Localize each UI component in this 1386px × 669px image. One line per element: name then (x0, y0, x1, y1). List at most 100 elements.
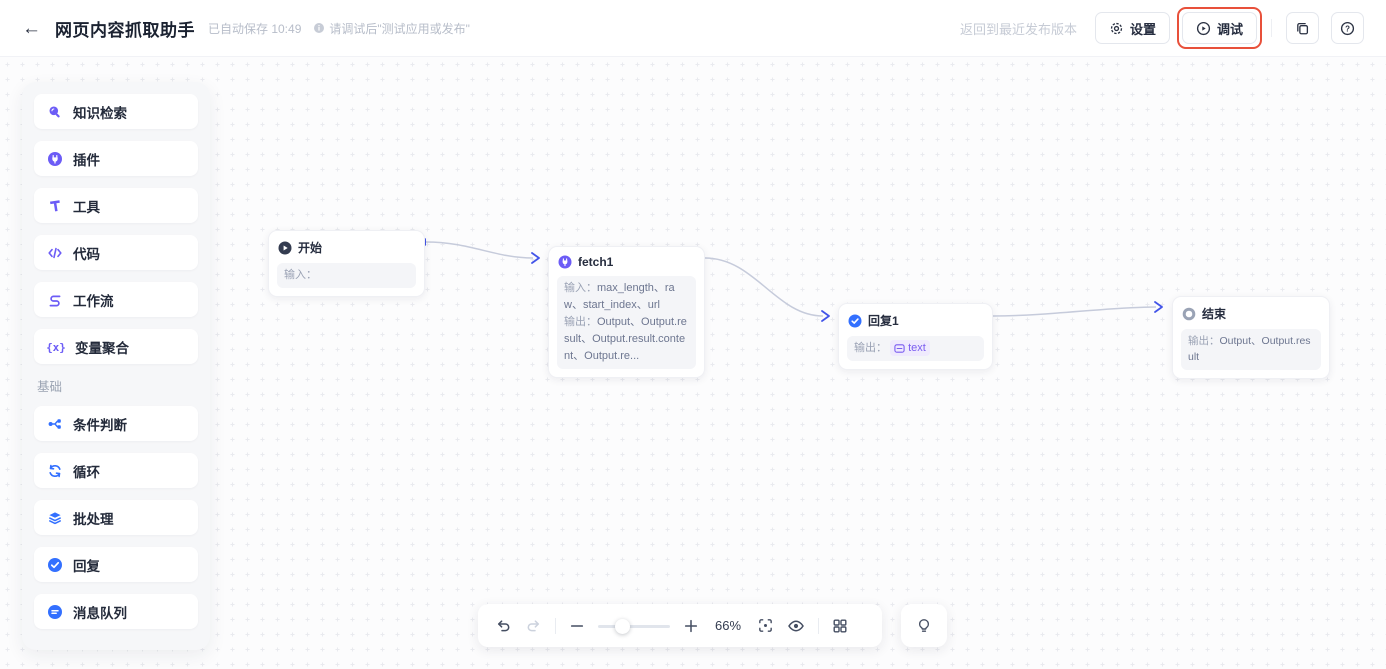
palette-item-queue[interactable]: 消息队列 (34, 594, 198, 629)
zoom-slider[interactable] (598, 618, 670, 634)
plugin-icon (48, 151, 62, 166)
variable-chip[interactable]: text (890, 340, 930, 357)
zoom-in-button[interactable] (683, 618, 699, 634)
palette-item-condition[interactable]: 条件判断 (34, 406, 198, 441)
palette-item-batch[interactable]: 批处理 (34, 500, 198, 535)
palette-label: 循环 (73, 464, 100, 480)
zoom-out-button[interactable] (569, 618, 585, 634)
copy-button[interactable] (1286, 12, 1319, 44)
grid-icon (833, 619, 847, 633)
node-end[interactable]: 结束 输出：Output、Output.result (1172, 296, 1330, 379)
svg-text:{x}: {x} (47, 341, 65, 354)
node-start[interactable]: 开始 输入： (268, 230, 425, 298)
node-io-label: 输入： (564, 282, 597, 294)
batch-icon (49, 511, 61, 524)
canvas-toolbar: 66% (478, 604, 882, 647)
zoom-slider-track (598, 624, 670, 628)
back-arrow-icon[interactable]: ← (22, 17, 41, 39)
settings-button[interactable]: 设置 (1094, 12, 1170, 44)
node-title: 开始 (298, 241, 323, 255)
header: ← 网页内容抓取助手 已自动保存 10:49 请调试后"测试应用或发布" 返回到… (0, 0, 1386, 57)
palette-item-tool[interactable]: 工具 (34, 188, 198, 223)
play-circle-icon (1196, 21, 1211, 35)
help-button[interactable]: ? (1331, 12, 1364, 44)
reply-icon (48, 557, 62, 572)
redo-button[interactable] (525, 617, 542, 634)
chip-label: text (908, 341, 926, 354)
palette-group-label: 基础 (37, 380, 63, 394)
node-reply1[interactable]: 回复1 输出： text (838, 303, 993, 371)
header-divider (1271, 19, 1272, 37)
svg-text:?: ? (1345, 24, 1350, 33)
node-fetch1[interactable]: fetch1 输入：max_length、raw、start_index、url… (548, 246, 705, 379)
condition-icon (48, 418, 61, 429)
page-title: 网页内容抓取助手 (55, 20, 195, 40)
debug-label: 调试 (1216, 21, 1243, 37)
text-field-icon (894, 343, 905, 353)
palette-label: 回复 (73, 558, 100, 574)
node-output-row: 输出：Output、Output.result、Output.result.co… (564, 314, 689, 365)
node-palette: 知识检索 插件 工具 代码 工作流 {x} 变量聚合 基础 条件判断 循 (22, 82, 210, 650)
debug-hint: 请调试后"测试应用或发布" (329, 21, 470, 36)
zoom-slider-knob[interactable] (615, 618, 630, 634)
lightbulb-icon (918, 618, 930, 632)
palette-item-reply[interactable]: 回复 (34, 547, 198, 582)
help-icon: ? (1340, 21, 1355, 35)
node-io-value: max_length、raw、start_index、url (564, 282, 675, 312)
node-io-value: Output、Output.result、Output.result.conte… (564, 316, 687, 363)
undo-button[interactable] (495, 617, 512, 634)
palette-item-code[interactable]: 代码 (34, 235, 198, 270)
palette-label: 工作流 (73, 293, 114, 309)
palette-item-variable[interactable]: {x} 变量聚合 (34, 329, 198, 364)
start-icon (278, 241, 292, 254)
fit-view-button[interactable] (757, 617, 774, 634)
eye-icon (788, 619, 804, 632)
redo-icon (527, 620, 540, 632)
return-to-published-link[interactable]: 返回到最近发布版本 (959, 21, 1077, 37)
palette-label: 批处理 (73, 511, 114, 527)
gear-icon (1110, 22, 1123, 34)
palette-label: 条件判断 (73, 417, 127, 433)
node-title: 回复1 (868, 314, 899, 328)
node-io-label: 输出： (564, 316, 597, 329)
undo-icon (497, 620, 510, 632)
info-icon (314, 23, 325, 33)
layout-button[interactable] (832, 618, 848, 634)
palette-item-loop[interactable]: 循环 (34, 453, 198, 488)
copy-icon (1297, 22, 1309, 34)
palette-label: 变量聚合 (75, 340, 129, 356)
palette-item-plugin[interactable]: 插件 (34, 141, 198, 176)
palette-label: 代码 (73, 246, 100, 262)
node-io-label: 输出： (1188, 335, 1220, 347)
node-title: fetch1 (578, 255, 614, 269)
node-io-label: 输出： (854, 342, 887, 354)
zoom-percentage[interactable]: 66% (714, 618, 742, 633)
toolbar-divider (555, 617, 556, 634)
minus-icon (570, 624, 584, 627)
settings-label: 设置 (1129, 21, 1156, 37)
palette-label: 工具 (73, 199, 100, 215)
debug-button[interactable]: 调试 (1181, 12, 1257, 44)
end-icon (1182, 307, 1196, 320)
workflow-canvas[interactable]: 知识检索 插件 工具 代码 工作流 {x} 变量聚合 基础 条件判断 循 (0, 57, 1386, 669)
plus-icon (684, 619, 698, 632)
tool-icon (50, 199, 60, 211)
palette-label: 插件 (73, 152, 100, 168)
tips-button[interactable] (901, 604, 947, 647)
node-input-row: 输入：max_length、raw、start_index、url (564, 280, 689, 314)
palette-label: 消息队列 (73, 605, 127, 621)
fit-screen-icon (759, 619, 772, 632)
palette-item-workflow[interactable]: 工作流 (34, 282, 198, 317)
code-icon (48, 247, 62, 258)
node-io-value: Output、Output.result (1188, 335, 1311, 364)
palette-item-knowledge[interactable]: 知识检索 (34, 94, 198, 129)
autosave-status: 已自动保存 10:49 (208, 21, 302, 36)
palette-label: 知识检索 (73, 105, 127, 121)
preview-button[interactable] (787, 617, 805, 635)
search-icon (49, 106, 60, 117)
node-io-label: 输入： (284, 269, 317, 281)
node-title: 结束 (1202, 307, 1227, 321)
plugin-icon (558, 255, 572, 269)
toolbar-divider (818, 617, 819, 634)
reply-icon (848, 314, 862, 327)
